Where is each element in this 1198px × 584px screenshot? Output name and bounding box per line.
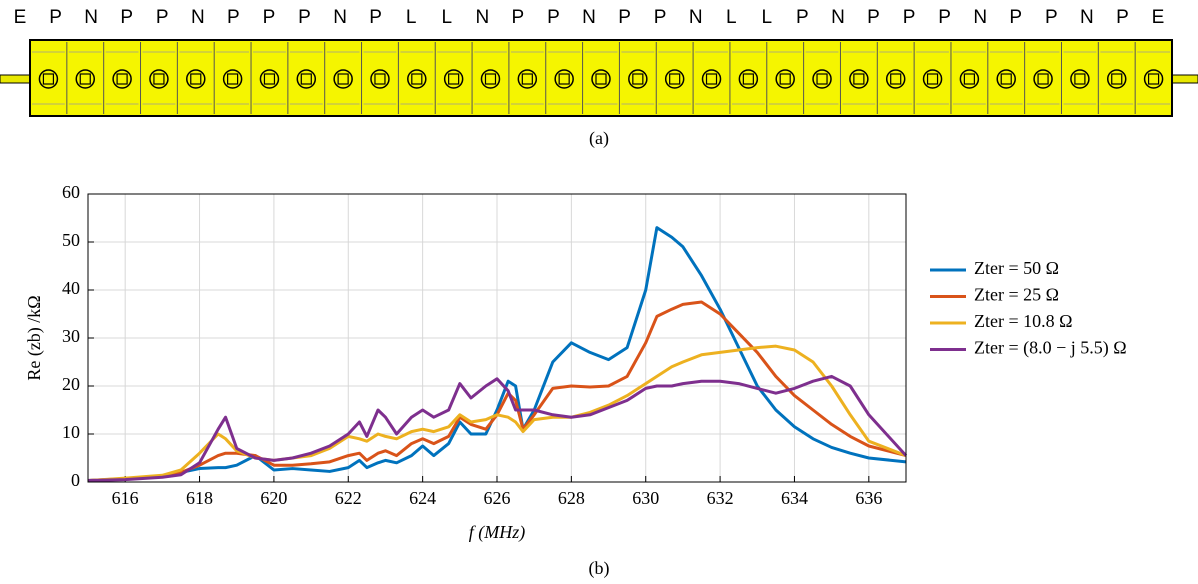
x-tick-label: 616 — [112, 488, 139, 508]
cell-label: L — [762, 7, 773, 28]
cell-label: P — [1116, 7, 1129, 28]
cell-label: P — [547, 7, 560, 28]
cell-label: L — [726, 7, 737, 28]
y-tick-label: 40 — [62, 278, 80, 298]
y-axis-label: Re (zb) /kΩ — [24, 295, 45, 380]
cell-label: P — [618, 7, 631, 28]
cell-label: N — [582, 7, 596, 28]
cell-label: N — [1080, 7, 1094, 28]
cell-label: N — [333, 7, 347, 28]
cell-label: E — [14, 7, 27, 28]
y-tick-label: 60 — [62, 182, 80, 202]
cell-label: N — [689, 7, 703, 28]
cell-label: N — [475, 7, 489, 28]
cell-label: P — [227, 7, 240, 28]
x-axis-label: f (MHz) — [469, 522, 526, 543]
cell-label: P — [369, 7, 382, 28]
cell-label: P — [512, 7, 525, 28]
y-tick-label: 20 — [62, 374, 80, 394]
cell-label: P — [903, 7, 916, 28]
cell-label: P — [298, 7, 311, 28]
cell-label: N — [191, 7, 205, 28]
cell-label: N — [84, 7, 98, 28]
cell-label: P — [1045, 7, 1058, 28]
cell-label: L — [441, 7, 452, 28]
cell-label: P — [120, 7, 133, 28]
x-tick-label: 622 — [335, 488, 362, 508]
x-tick-label: 620 — [260, 488, 287, 508]
y-tick-label: 0 — [71, 470, 80, 490]
cell-label: L — [406, 7, 417, 28]
cell-label: P — [49, 7, 62, 28]
cell-label: P — [156, 7, 169, 28]
figure: (a) f (MHz) Re (zb) /kΩ (b) E P N P P N P P P N P L… — [0, 0, 1198, 584]
x-tick-label: 624 — [409, 488, 436, 508]
y-tick-label: 10 — [62, 422, 80, 442]
y-tick-label: 30 — [62, 326, 80, 346]
x-tick-label: 628 — [558, 488, 585, 508]
caption: (a) — [589, 128, 609, 149]
legend-label: Zter = 10.8 Ω — [974, 311, 1073, 331]
rod — [0, 75, 32, 83]
cell-label: N — [973, 7, 987, 28]
legend-label: Zter = (8.0 − j 5.5) Ω — [974, 338, 1127, 359]
cell-label: P — [654, 7, 667, 28]
x-tick-label: 632 — [707, 488, 734, 508]
x-tick-label: 634 — [781, 488, 808, 508]
cell-label: P — [796, 7, 809, 28]
legend-label: Zter = 50 Ω — [974, 258, 1059, 278]
cell-label: P — [867, 7, 880, 28]
x-tick-label: 626 — [484, 488, 511, 508]
cell-label: P — [938, 7, 951, 28]
cell-label: P — [263, 7, 276, 28]
x-tick-label: 630 — [632, 488, 659, 508]
legend-label: Zter = 25 Ω — [974, 285, 1059, 305]
caption: (b) — [589, 558, 610, 579]
x-tick-label: 618 — [186, 488, 213, 508]
cell-label: N — [831, 7, 845, 28]
cell-label: P — [1009, 7, 1022, 28]
cell-label: E — [1152, 7, 1165, 28]
y-tick-label: 50 — [62, 230, 80, 250]
x-tick-label: 636 — [855, 488, 882, 508]
